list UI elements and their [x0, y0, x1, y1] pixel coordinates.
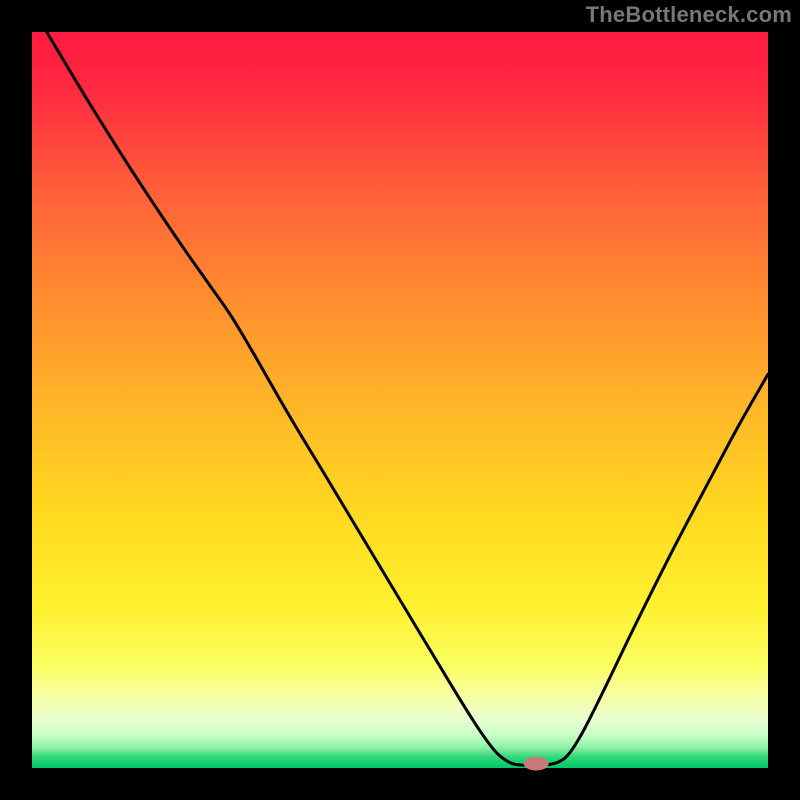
- chart-root: TheBottleneck.com: [0, 0, 800, 800]
- bottleneck-chart: [0, 0, 800, 800]
- plot-background: [32, 32, 768, 768]
- selection-marker: [524, 757, 549, 771]
